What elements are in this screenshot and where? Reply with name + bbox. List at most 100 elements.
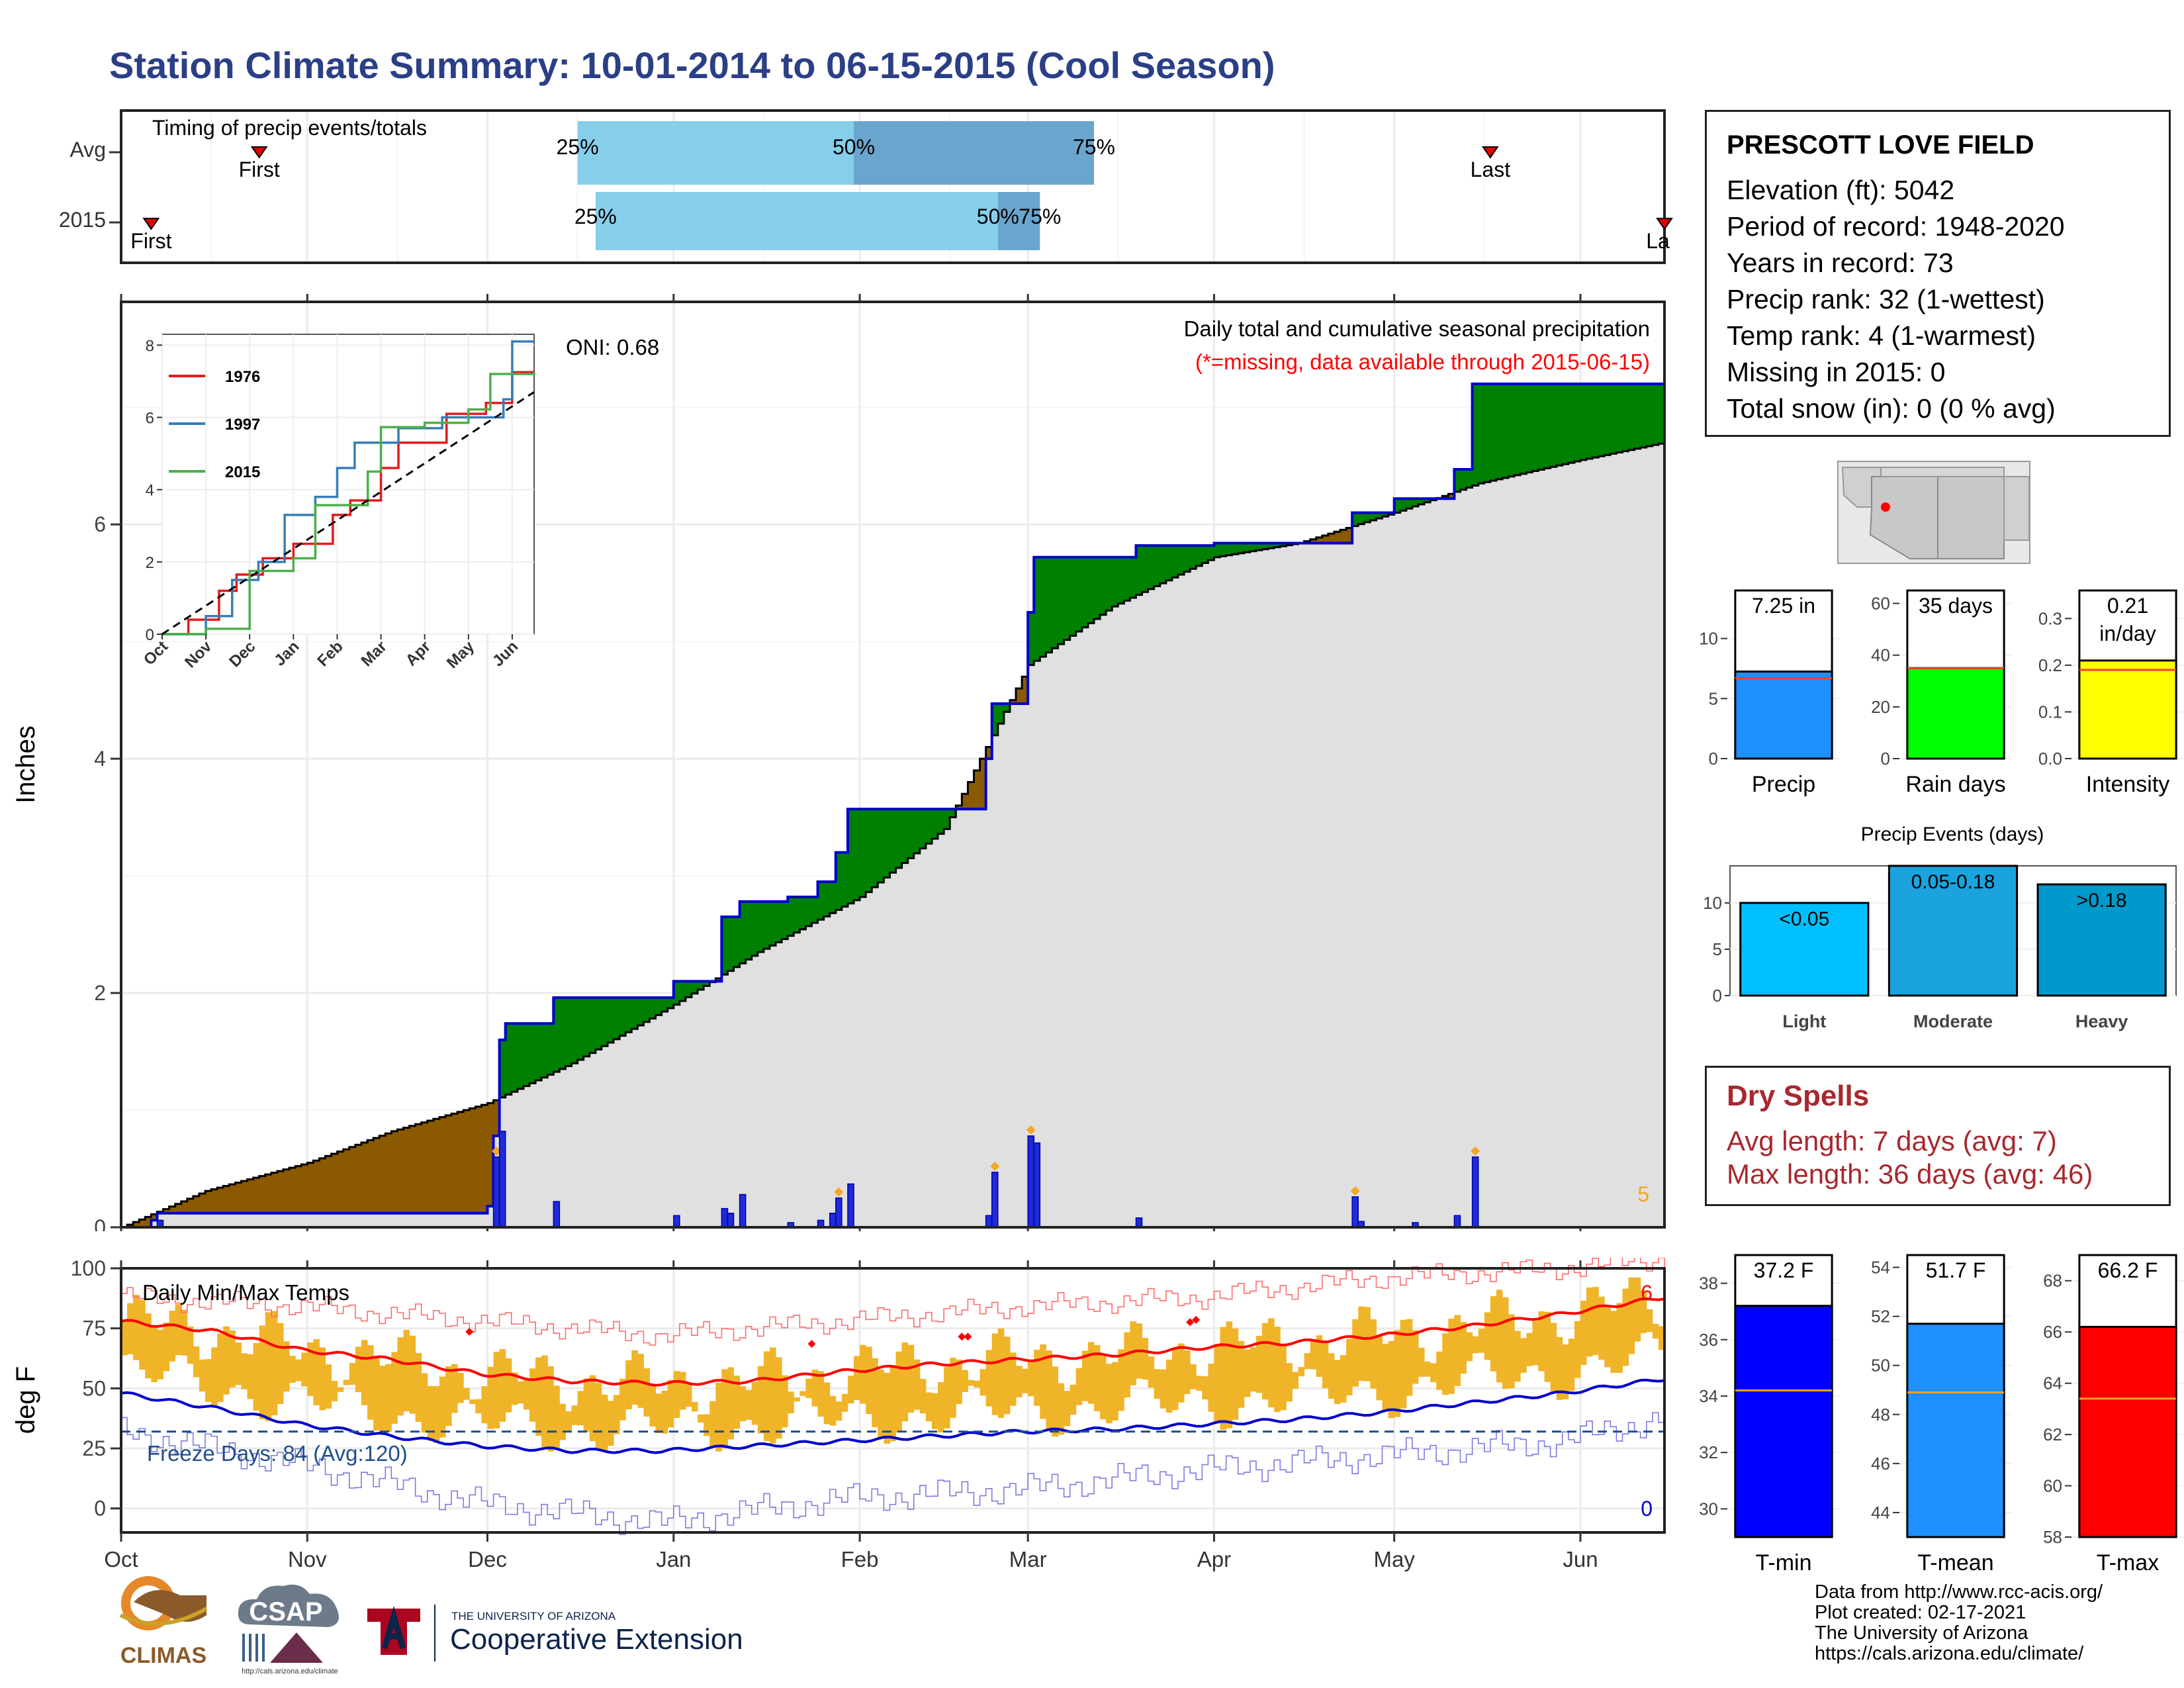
surplus-area bbox=[1352, 512, 1359, 526]
tmean-tick-label: 44 bbox=[1871, 1503, 1890, 1523]
record-high-line bbox=[121, 1258, 1665, 1346]
surplus-area bbox=[1550, 383, 1557, 467]
deficit-area bbox=[247, 1179, 254, 1213]
precip-events-tick-label: 0 bbox=[1713, 986, 1722, 1006]
inset-xtick-label: Apr bbox=[402, 637, 434, 669]
temp-bottom-count: 0 bbox=[1641, 1497, 1653, 1521]
deficit-area bbox=[283, 1169, 290, 1213]
daily-temp-range-bar bbox=[925, 1392, 933, 1422]
surplus-area bbox=[1165, 545, 1173, 581]
daily-temp-range-bar bbox=[1496, 1289, 1503, 1383]
surplus-area bbox=[1087, 557, 1095, 624]
daily-temp-range-bar bbox=[1028, 1361, 1034, 1397]
surplus-area bbox=[1244, 543, 1251, 553]
daily-temp-range-bar bbox=[211, 1347, 218, 1406]
daily-temp-range-bar bbox=[379, 1366, 386, 1435]
deficit-area bbox=[367, 1140, 374, 1213]
daily-temp-range-bar bbox=[1478, 1329, 1485, 1353]
month-label: Nov bbox=[288, 1547, 327, 1571]
daily-temp-range-bar bbox=[950, 1358, 956, 1418]
surplus-area bbox=[1562, 383, 1569, 465]
deficit-area bbox=[265, 1174, 272, 1213]
deficit-area bbox=[235, 1182, 242, 1213]
daily-temp-range-bar bbox=[481, 1386, 488, 1424]
surplus-area bbox=[1081, 557, 1089, 628]
precip-events-chart: Precip Events (days) 0 5 10 <0.05 Light 0.05-0… bbox=[1703, 823, 2177, 1031]
deficit-area bbox=[385, 1133, 392, 1213]
surplus-area bbox=[1100, 557, 1107, 615]
daily-temp-range-bar bbox=[1208, 1364, 1214, 1412]
inset-frame bbox=[161, 334, 535, 635]
precip-events-bar-label: <0.05 bbox=[1779, 908, 1829, 930]
deficit-area bbox=[139, 1219, 146, 1227]
temp-frame bbox=[120, 1267, 1666, 1534]
daily-precip-flag bbox=[1471, 1146, 1480, 1156]
tmax-tick-label: 62 bbox=[2043, 1425, 2062, 1444]
surplus-area bbox=[1364, 512, 1371, 522]
surplus-area bbox=[529, 1023, 536, 1084]
inset-ytick-label: 0 bbox=[146, 626, 154, 644]
daily-temp-range-bar bbox=[427, 1385, 434, 1441]
daily-temp-range-bar bbox=[487, 1366, 494, 1429]
precip-events-tick-label: 5 bbox=[1713, 939, 1722, 959]
daily-temp-range-bar bbox=[397, 1337, 404, 1416]
deficit-area bbox=[205, 1191, 212, 1213]
surplus-area bbox=[619, 998, 626, 1036]
daily-temp-range-bar bbox=[1574, 1321, 1581, 1378]
daily-temp-range-bar bbox=[692, 1401, 698, 1412]
deficit-area bbox=[211, 1189, 218, 1213]
daily-temp-range-bar bbox=[745, 1389, 752, 1420]
timing-bar-lower-avg bbox=[577, 121, 854, 185]
surplus-area bbox=[1508, 383, 1515, 477]
daily-temp-range-bar bbox=[391, 1352, 398, 1424]
surplus-area bbox=[685, 981, 692, 998]
deficit-area bbox=[979, 759, 987, 810]
daily-temp-range-bar bbox=[1598, 1296, 1605, 1360]
daily-temp-range-bar bbox=[331, 1381, 338, 1401]
daily-temp-range-bar bbox=[685, 1384, 692, 1407]
surplus-area bbox=[1064, 557, 1071, 640]
inset-normal-line bbox=[161, 391, 535, 635]
deficit-area bbox=[175, 1203, 182, 1213]
surplus-area bbox=[1250, 543, 1257, 551]
surplus-area bbox=[751, 902, 758, 956]
precip-events-bar-label: 0.05-0.18 bbox=[1911, 871, 1995, 893]
surplus-area bbox=[1526, 383, 1533, 473]
climas-logo-text: CLIMAS bbox=[120, 1643, 206, 1668]
surplus-area bbox=[1598, 383, 1605, 457]
surplus-area bbox=[1238, 543, 1245, 553]
temp-ytick-label: 75 bbox=[82, 1317, 106, 1340]
precip-ylabel: Inches bbox=[11, 726, 40, 804]
rain-days-tick-label: 20 bbox=[1871, 697, 1890, 717]
tmax-tick-label: 60 bbox=[2043, 1476, 2062, 1496]
daily-temp-range-bar bbox=[1430, 1363, 1437, 1383]
surplus-area bbox=[1514, 383, 1521, 475]
tmean-value-label: 51.7 F bbox=[1926, 1258, 1986, 1282]
intensity-category-label: Intensity bbox=[2086, 772, 2170, 797]
daily-precip-bar bbox=[739, 1194, 747, 1228]
rain-days-tick-label: 0 bbox=[1881, 749, 1890, 769]
deficit-area bbox=[379, 1135, 386, 1213]
deficit-area bbox=[223, 1186, 230, 1213]
daily-temp-range-bar bbox=[919, 1379, 927, 1414]
station-elevation: Elevation (ft): 5042 bbox=[1727, 175, 1955, 205]
deficit-area bbox=[193, 1196, 200, 1213]
surplus-area bbox=[782, 902, 788, 939]
surplus-area bbox=[1262, 543, 1269, 549]
daily-temp-range-bar bbox=[493, 1352, 500, 1429]
deficit-area bbox=[181, 1201, 188, 1213]
deficit-area bbox=[475, 1106, 482, 1213]
daily-temp-range-bar bbox=[1454, 1315, 1461, 1386]
surplus-area bbox=[1568, 383, 1575, 463]
rain-days-value-label: 35 days bbox=[1919, 594, 1993, 618]
surplus-area bbox=[1093, 557, 1101, 620]
month-label: May bbox=[1374, 1547, 1416, 1571]
daily-temp-range-bar bbox=[1412, 1330, 1419, 1384]
daily-temp-range-bar bbox=[205, 1359, 212, 1402]
temp-ylabel: deg F bbox=[11, 1366, 40, 1434]
daily-temp-range-bar bbox=[1087, 1342, 1095, 1404]
daily-temp-range-bar bbox=[1022, 1368, 1028, 1393]
credit-url: https://cals.arizona.edu/climate/ bbox=[1815, 1643, 2084, 1664]
surplus-area bbox=[565, 998, 572, 1066]
surplus-area bbox=[727, 917, 735, 971]
